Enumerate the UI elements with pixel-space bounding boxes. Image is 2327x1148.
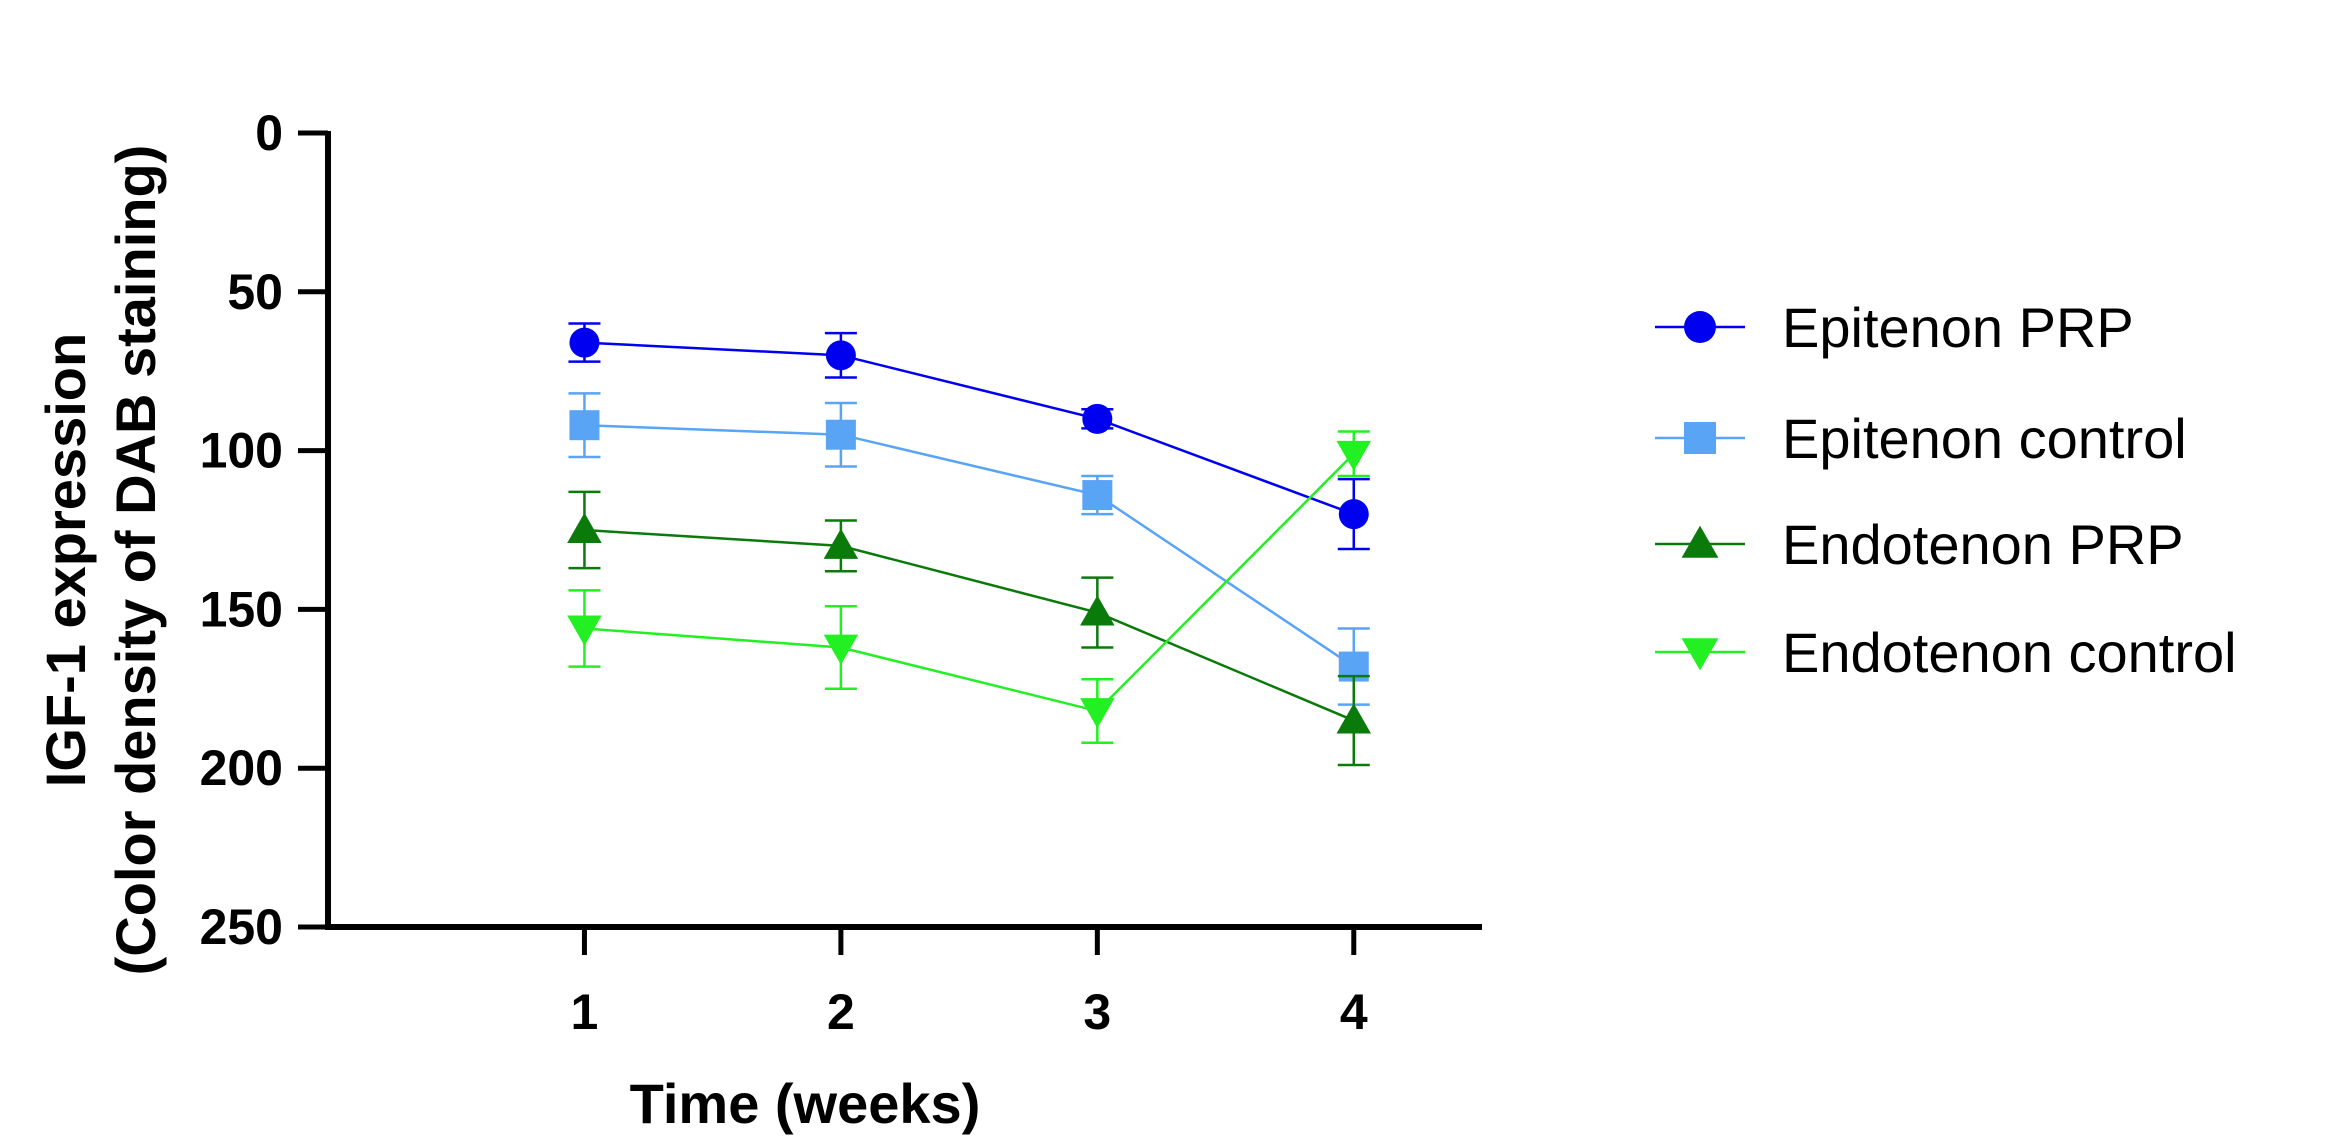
data-point [569,327,600,358]
data-point [1336,703,1372,734]
y-tick-label: 0 [255,105,283,161]
legend-marker [1684,422,1716,454]
data-point [567,615,602,646]
series-line [584,528,1355,722]
x-tick-label: 3 [1083,984,1111,1040]
y-tick-label: 250 [200,899,283,955]
data-point [823,634,859,665]
x-axis-title: Time (weeks) [630,1072,981,1135]
series-line [584,423,1355,668]
data-point [825,419,856,450]
legend-marker [1684,311,1716,343]
y-axis-title-line1: IGF-1 expression [34,333,97,787]
data-point [1336,440,1372,472]
legend-item: Endotenon control [1655,621,2237,684]
data-point [1082,480,1113,511]
legend: Epitenon PRP Epitenon control Endotenon PR… [1655,296,2237,684]
legend-item: Epitenon control [1655,407,2187,470]
legend-label: Endotenon control [1782,621,2237,684]
data-point [1080,698,1115,729]
legend-marker [1681,638,1719,671]
y-tick-label: 200 [200,740,283,796]
x-tick-label: 1 [571,984,599,1040]
x-tick-label: 4 [1340,984,1368,1040]
series-endotenon-control [567,430,1372,745]
data-point [825,340,856,371]
y-tick-label: 150 [200,581,283,637]
data-point [823,528,859,559]
series-line [584,452,1355,713]
y-axis-title-line2: (Color density of DAB staining) [104,145,167,976]
plot-area [567,322,1372,767]
data-point [1082,403,1113,434]
x-tick-label: 2 [827,984,855,1040]
legend-item: Epitenon PRP [1655,296,2134,359]
series-line [584,341,1355,516]
legend-label: Epitenon PRP [1782,296,2134,359]
y-tick-label: 50 [227,264,283,320]
data-point [1338,499,1369,530]
series-epitenon-control [568,392,1370,706]
legend-marker [1681,525,1719,558]
legend-label: Epitenon control [1782,407,2187,470]
series-epitenon-prp [568,322,1370,551]
data-point [569,410,600,441]
data-point [1080,595,1115,626]
legend-item: Endotenon PRP [1655,513,2184,576]
y-tick-label: 100 [200,423,283,479]
axes: 0 50 100 150 200 250 1 2 3 4 Time (weeks) IGF-1 exp… [34,105,1482,1135]
legend-label: Endotenon PRP [1782,513,2184,576]
data-point [567,512,602,543]
series-endotenon-prp [567,490,1372,767]
